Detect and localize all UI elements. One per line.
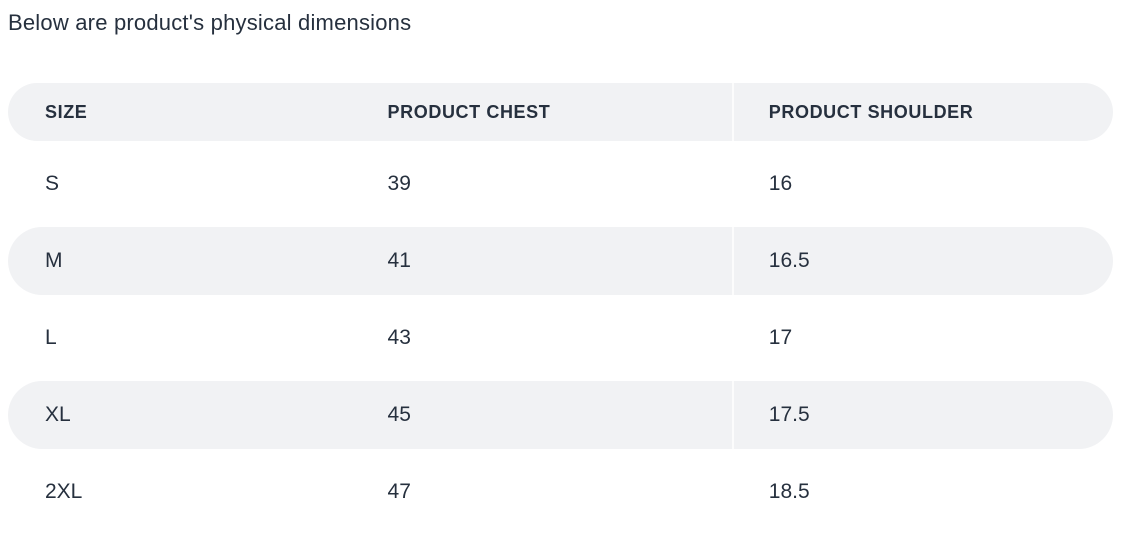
shoulder-cell: 18.5 bbox=[731, 458, 1113, 526]
size-cell: 2XL bbox=[8, 458, 351, 526]
column-header-product-chest: PRODUCT CHEST bbox=[350, 83, 732, 141]
size-cell: S bbox=[8, 150, 351, 218]
size-chart-section: Below are product's physical dimensions … bbox=[8, 10, 1113, 535]
chest-cell: 45 bbox=[350, 381, 732, 449]
shoulder-cell: 16 bbox=[731, 150, 1113, 218]
column-header-size: SIZE bbox=[8, 83, 351, 141]
size-cell: XL bbox=[8, 381, 351, 449]
table-header-row: SIZE PRODUCT CHEST PRODUCT SHOULDER bbox=[8, 83, 1113, 141]
chest-cell: 39 bbox=[350, 150, 732, 218]
shoulder-cell: 17 bbox=[731, 304, 1113, 372]
size-cell: M bbox=[8, 227, 351, 295]
table-row-m: M 41 16.5 bbox=[8, 227, 1113, 295]
shoulder-cell: 17.5 bbox=[731, 381, 1113, 449]
page-title: Below are product's physical dimensions bbox=[8, 10, 412, 35]
column-header-product-shoulder: PRODUCT SHOULDER bbox=[731, 83, 1113, 141]
table-row-xl: XL 45 17.5 bbox=[8, 381, 1113, 449]
table-row-2xl: 2XL 47 18.5 bbox=[8, 458, 1113, 526]
size-cell: L bbox=[8, 304, 351, 372]
chest-cell: 47 bbox=[350, 458, 732, 526]
chest-cell: 41 bbox=[350, 227, 732, 295]
shoulder-cell: 16.5 bbox=[731, 227, 1113, 295]
table-row-l: L 43 17 bbox=[8, 304, 1113, 372]
chest-cell: 43 bbox=[350, 304, 732, 372]
table-row-s: S 39 16 bbox=[8, 150, 1113, 218]
size-chart-table: SIZE PRODUCT CHEST PRODUCT SHOULDER S 39… bbox=[8, 74, 1113, 535]
